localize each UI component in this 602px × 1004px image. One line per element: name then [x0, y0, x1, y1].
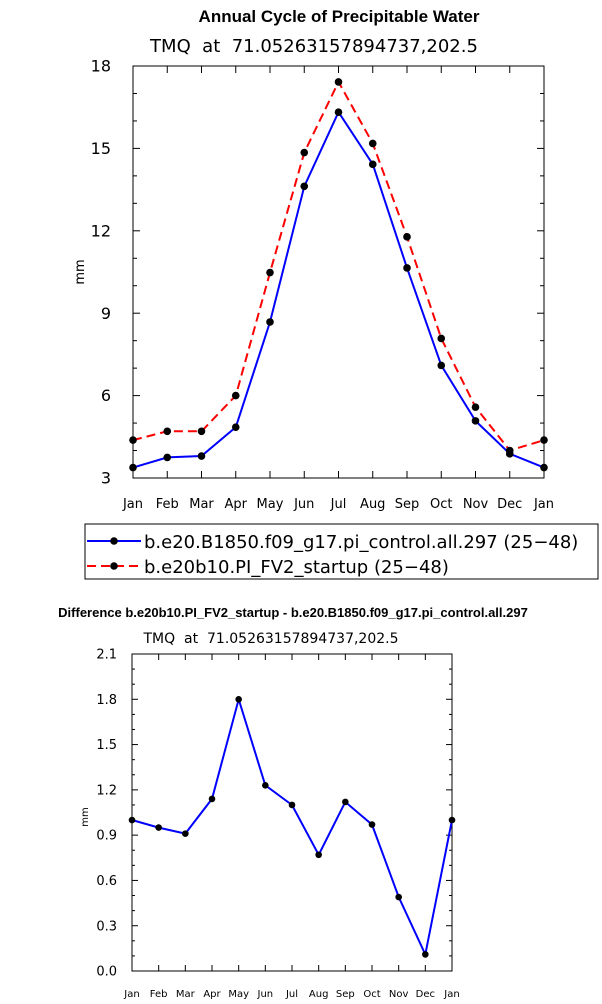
chart2-xtick-label: Apr — [203, 989, 221, 1000]
chart2-series-1-point — [395, 893, 402, 901]
chart2-ytick-label: 0.6 — [96, 874, 117, 889]
chart2-xtick-label: Jan — [443, 989, 459, 1000]
chart2-series-1-point — [368, 821, 376, 828]
legend-marker-series-1 — [110, 537, 118, 545]
chart1-ytick-label: 9 — [101, 304, 111, 323]
chart-difference: Difference b.e20b10.PI_FV2_startup - b.e… — [58, 605, 528, 1000]
chart2-xtick-label: Jun — [257, 989, 274, 1000]
chart1-ytick-label: 3 — [101, 469, 111, 488]
chart1-series-1-point — [368, 160, 377, 169]
chart1-series-1-point — [300, 182, 309, 191]
chart1-series-2-point — [403, 233, 411, 241]
chart1-xtick-label: Mar — [189, 497, 214, 512]
chart1-series-line-2 — [132, 79, 545, 452]
chart1-series-1-point — [334, 108, 343, 116]
chart1-series-2-point — [471, 403, 480, 411]
legend-label-series-2: b.e20b10.PI_FV2_startup (25−48) — [144, 557, 449, 578]
chart1-series-1-point — [540, 463, 548, 472]
chart2-ytick-label: 0.3 — [96, 919, 117, 934]
chart2-series-1-point — [448, 816, 456, 824]
chart2-xtick-label: Jan — [123, 989, 139, 1000]
chart1-series-2-point — [505, 446, 514, 455]
chart1-series-2-point — [300, 148, 309, 157]
chart2-series-1-point — [128, 816, 136, 824]
chart1-ytick-label: 18 — [91, 57, 111, 76]
legend-label-series-1: b.e20.B1850.f09_g17.pi_control.all.297 (… — [144, 532, 578, 553]
chart1-xtick-label: Jun — [293, 497, 314, 512]
chart1-xtick-label: May — [257, 497, 284, 512]
chart1-series-2-point — [334, 78, 343, 86]
chart1-series-1-point — [163, 453, 172, 462]
chart1-series-1-point — [437, 361, 446, 370]
chart2-xtick-label: Nov — [389, 989, 409, 1000]
chart1-ytick-label: 15 — [91, 139, 111, 158]
chart1-series-1-point — [231, 423, 240, 431]
chart2-xtick-label: Dec — [416, 989, 435, 1000]
chart2-xtick-label: Sep — [336, 989, 355, 1000]
chart1-series-1-point — [471, 417, 480, 425]
chart2-series-1-point — [155, 824, 162, 831]
chart1-series-2-point — [266, 268, 274, 277]
chart1-series-2-point — [197, 427, 206, 436]
chart2-ylabel: mm — [80, 807, 91, 826]
chart2-xtick-label: Oct — [363, 989, 380, 1000]
chart1-xtick-label: Apr — [225, 497, 248, 512]
chart1-ytick-label: 6 — [101, 386, 111, 405]
chart2-ytick-label: 2.1 — [96, 648, 117, 663]
chart2-ytick-label: 1.5 — [96, 738, 117, 753]
chart2-series-line-1 — [131, 695, 453, 958]
chart1-title: Annual Cycle of Precipitable Water — [199, 7, 480, 26]
chart2-title: Difference b.e20b10.PI_FV2_startup - b.e… — [58, 605, 528, 620]
chart2-series-1-point — [288, 801, 296, 809]
chart2-ytick-label: 0.0 — [96, 965, 117, 980]
chart2-series-1-point — [422, 951, 429, 958]
chart1-subtitle: TMQ at 71.05263157894737,202.5 — [149, 36, 478, 57]
chart2-series-1-point — [342, 798, 349, 806]
chart1-series-2-point — [231, 391, 240, 400]
chart1-series-1-point — [129, 463, 137, 472]
chart1-xtick-label: Jan — [533, 497, 554, 512]
chart1-xtick-label: Sep — [395, 497, 420, 512]
chart1-series-2-point — [437, 334, 446, 343]
chart2-ytick-label: 0.9 — [96, 829, 117, 844]
chart2-xtick-label: May — [228, 989, 249, 1000]
chart1-xtick-label: Dec — [497, 497, 522, 512]
chart1-xtick-label: Nov — [463, 497, 489, 512]
chart2-plot-frame — [131, 653, 453, 972]
chart1-series-2-point — [129, 436, 137, 444]
chart1-series-1-point — [403, 264, 411, 272]
chart-annual-cycle: Annual Cycle of Precipitable Water TMQ a… — [73, 7, 554, 512]
chart1-series-1-point — [197, 452, 206, 460]
chart2-series-1-point — [182, 830, 189, 837]
chart1-xtick-label: Feb — [156, 497, 179, 512]
chart1-legend: b.e20.B1850.f09_g17.pi_control.all.297 (… — [84, 523, 599, 580]
chart2-xtick-label: Feb — [150, 989, 168, 1000]
chart1-xtick-label: Aug — [360, 497, 385, 512]
chart2-xtick-label: Mar — [176, 989, 196, 1000]
chart2-ytick-label: 1.2 — [96, 783, 117, 798]
legend-box — [84, 523, 599, 580]
chart1-ytick-label: 12 — [91, 221, 111, 240]
chart2-series-1-point — [315, 851, 322, 859]
chart1-series-2-point — [368, 139, 377, 148]
chart1-xtick-label: Jul — [330, 497, 347, 512]
chart2-series-1-point — [235, 695, 242, 703]
chart2-series-1-point — [262, 782, 269, 789]
chart2-xtick-label: Jul — [285, 989, 298, 1000]
legend-marker-series-2 — [110, 562, 118, 570]
chart1-series-1-point — [266, 318, 274, 326]
chart1-series-2-point — [540, 436, 548, 444]
chart2-series-1-point — [208, 795, 216, 803]
chart2-subtitle: TMQ at 71.05263157894737,202.5 — [142, 631, 398, 647]
chart1-xtick-label: Oct — [430, 497, 452, 512]
chart1-xtick-label: Jan — [122, 497, 143, 512]
chart2-xtick-label: Aug — [309, 989, 329, 1000]
chart2-ytick-label: 1.8 — [96, 693, 117, 708]
chart1-ylabel: mm — [73, 259, 88, 284]
chart1-series-2-point — [163, 427, 172, 436]
